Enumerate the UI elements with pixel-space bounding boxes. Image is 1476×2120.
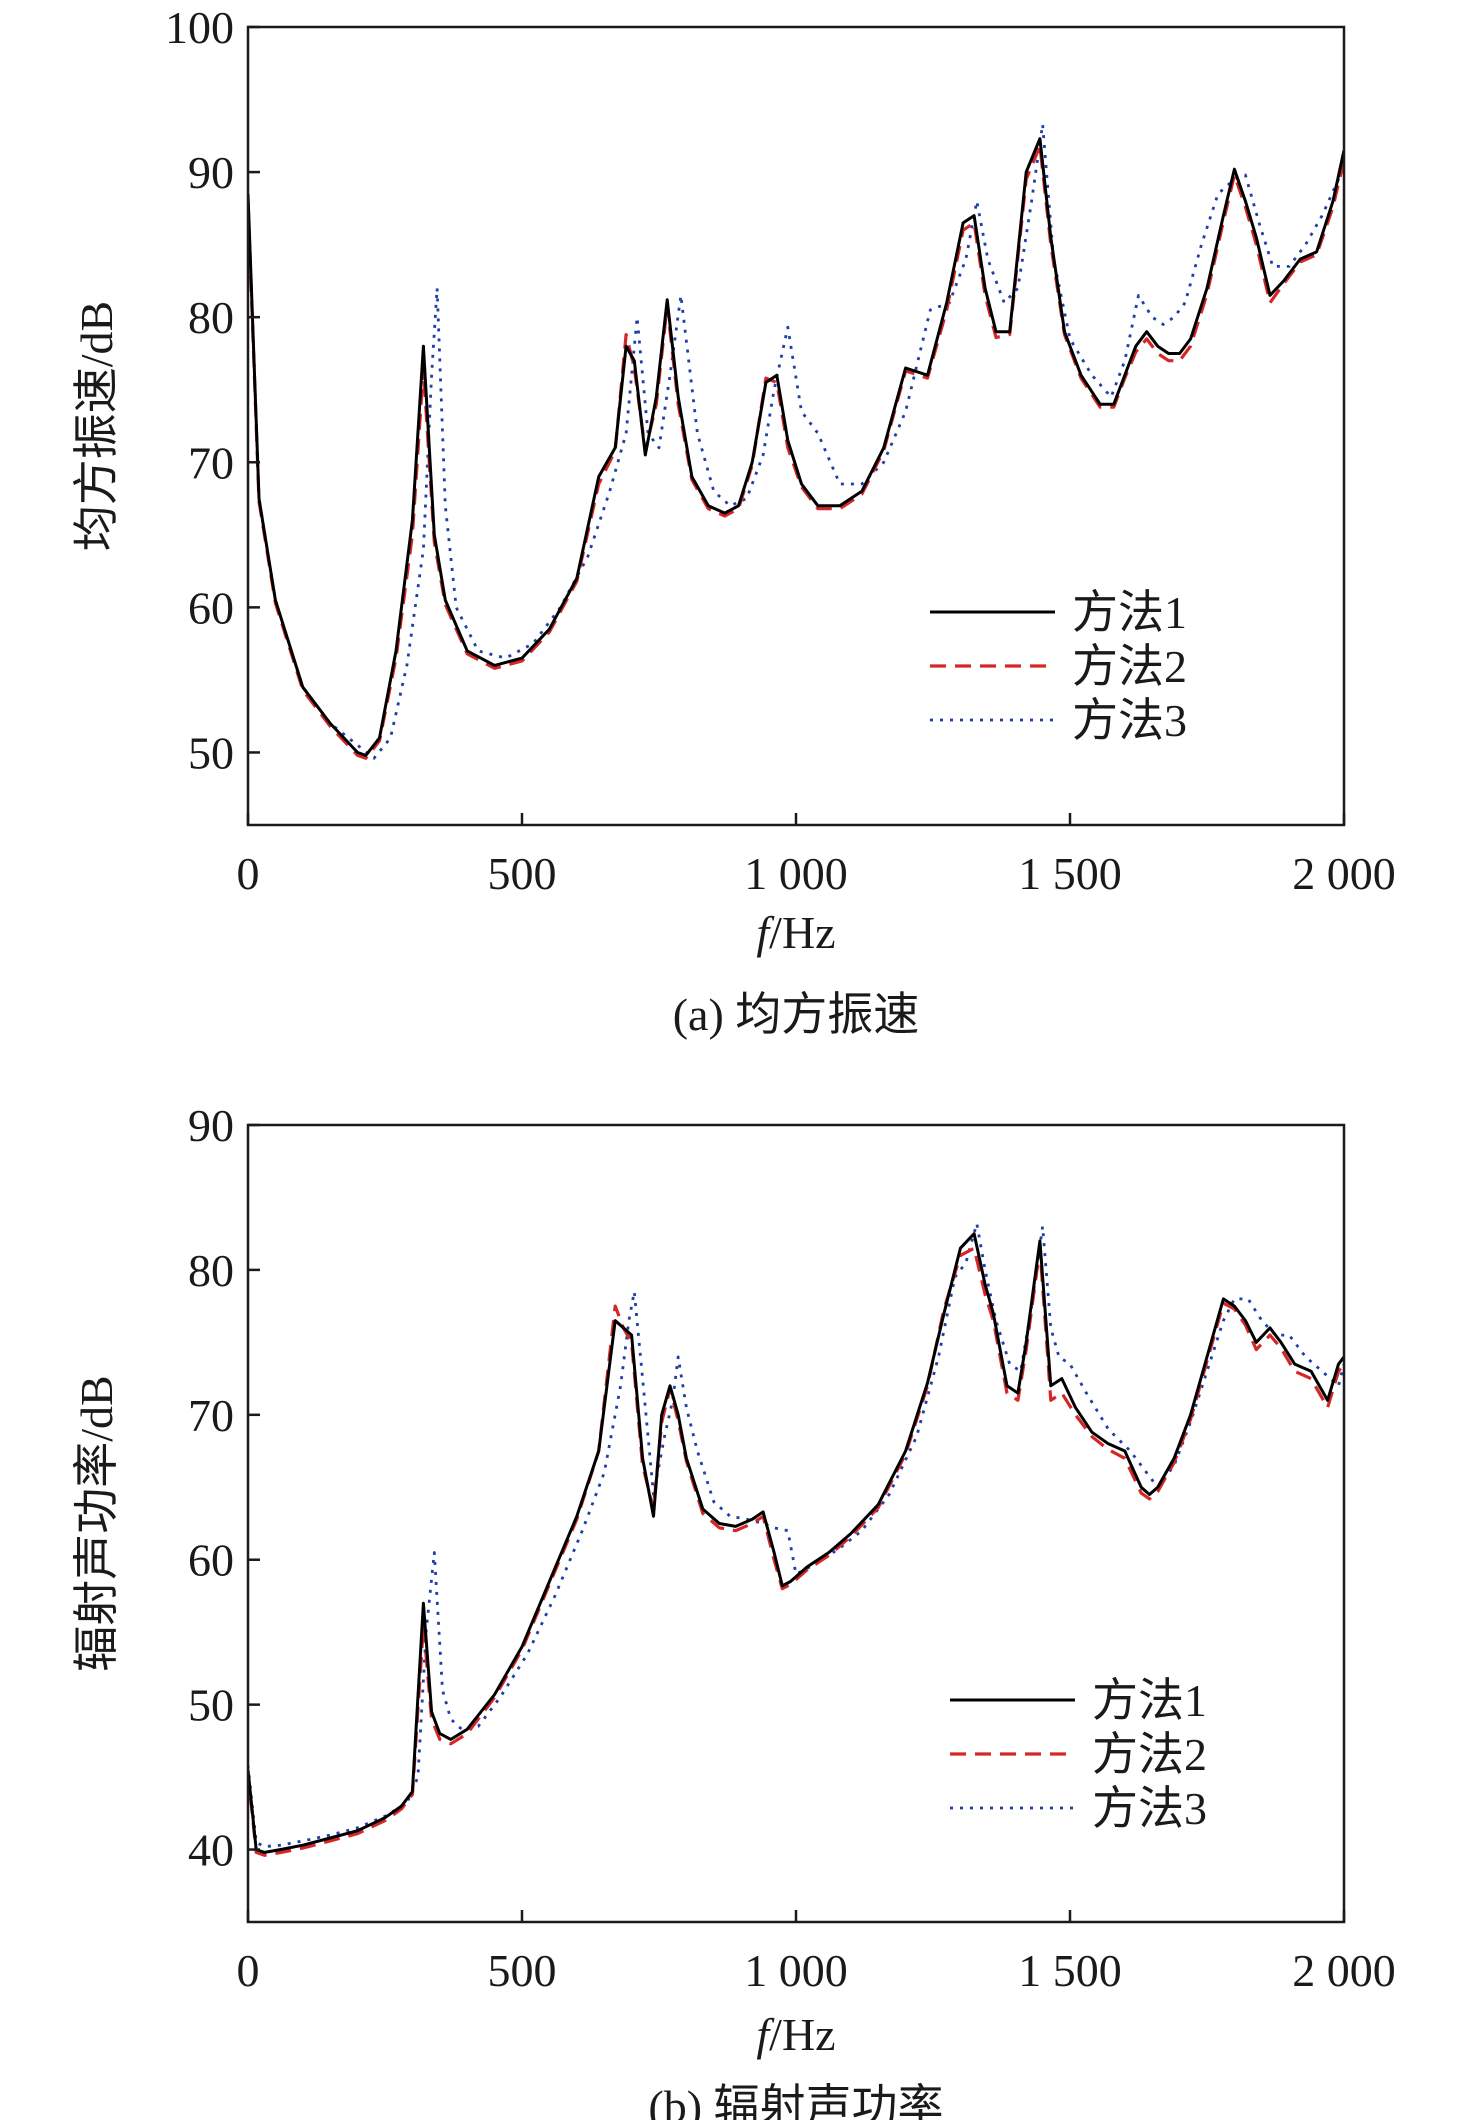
y-tick-label: 100 — [165, 2, 234, 53]
y-axis-title: 均方振速/dB — [71, 301, 122, 551]
x-axis-title-rest: /Hz — [769, 907, 835, 958]
y-tick-label: 90 — [188, 147, 234, 198]
y-tick-label: 40 — [188, 1825, 234, 1876]
panel-caption: (a) 均方振速 — [673, 989, 920, 1040]
chart-panel-1: 0 500 1 000 1 500 2 000 50 60 70 80 90 100 f/Hz 均方振速… — [71, 2, 1396, 1040]
panel-caption: (b) 辐射声功率 — [648, 2081, 943, 2120]
x-tick-label: 1 000 — [744, 848, 848, 899]
x-tick-label: 0 — [237, 848, 260, 899]
x-tick-label: 500 — [488, 1945, 557, 1996]
x-axis-title: f/Hz — [756, 907, 835, 958]
y-tick-label: 80 — [188, 292, 234, 343]
x-axis-title-rest: /Hz — [769, 2009, 835, 2060]
legend-label-3: 方法3 — [1072, 695, 1187, 746]
x-tick-label: 1 500 — [1018, 848, 1122, 899]
series-line-3 — [248, 122, 1344, 760]
plot-area — [248, 122, 1344, 760]
x-axis-title: f/Hz — [756, 2009, 835, 2060]
y-tick-label: 70 — [188, 437, 234, 488]
x-tick-label: 0 — [237, 1945, 260, 1996]
y-tick-label: 50 — [188, 727, 234, 778]
legend-label-1: 方法1 — [1072, 587, 1187, 638]
y-axis-title: 辐射声功率/dB — [71, 1375, 122, 1671]
x-tick-label: 1 000 — [744, 1945, 848, 1996]
series-line-1 — [248, 137, 1344, 757]
x-tick-label: 1 500 — [1018, 1945, 1122, 1996]
plot-area — [248, 1222, 1344, 1857]
legend-label-2: 方法2 — [1092, 1729, 1207, 1780]
series-line-2 — [248, 1246, 1344, 1857]
y-tick-label: 50 — [188, 1680, 234, 1731]
y-tick-label: 70 — [188, 1390, 234, 1441]
series-line-1 — [248, 1232, 1344, 1854]
y-tick-label: 60 — [188, 1535, 234, 1586]
x-tick-label: 2 000 — [1292, 848, 1396, 899]
x-tick-label: 2 000 — [1292, 1945, 1396, 1996]
y-tick-label: 60 — [188, 582, 234, 633]
y-tick-label: 90 — [188, 1100, 234, 1151]
x-tick-label: 500 — [488, 848, 557, 899]
chart-panel-2: 0 500 1 000 1 500 2 000 40 50 60 70 80 90 f/Hz 辐射声功率… — [71, 1100, 1396, 2120]
legend-label-2: 方法2 — [1072, 641, 1187, 692]
y-tick-label: 80 — [188, 1245, 234, 1296]
legend-label-1: 方法1 — [1092, 1675, 1207, 1726]
legend-label-3: 方法3 — [1092, 1783, 1207, 1834]
